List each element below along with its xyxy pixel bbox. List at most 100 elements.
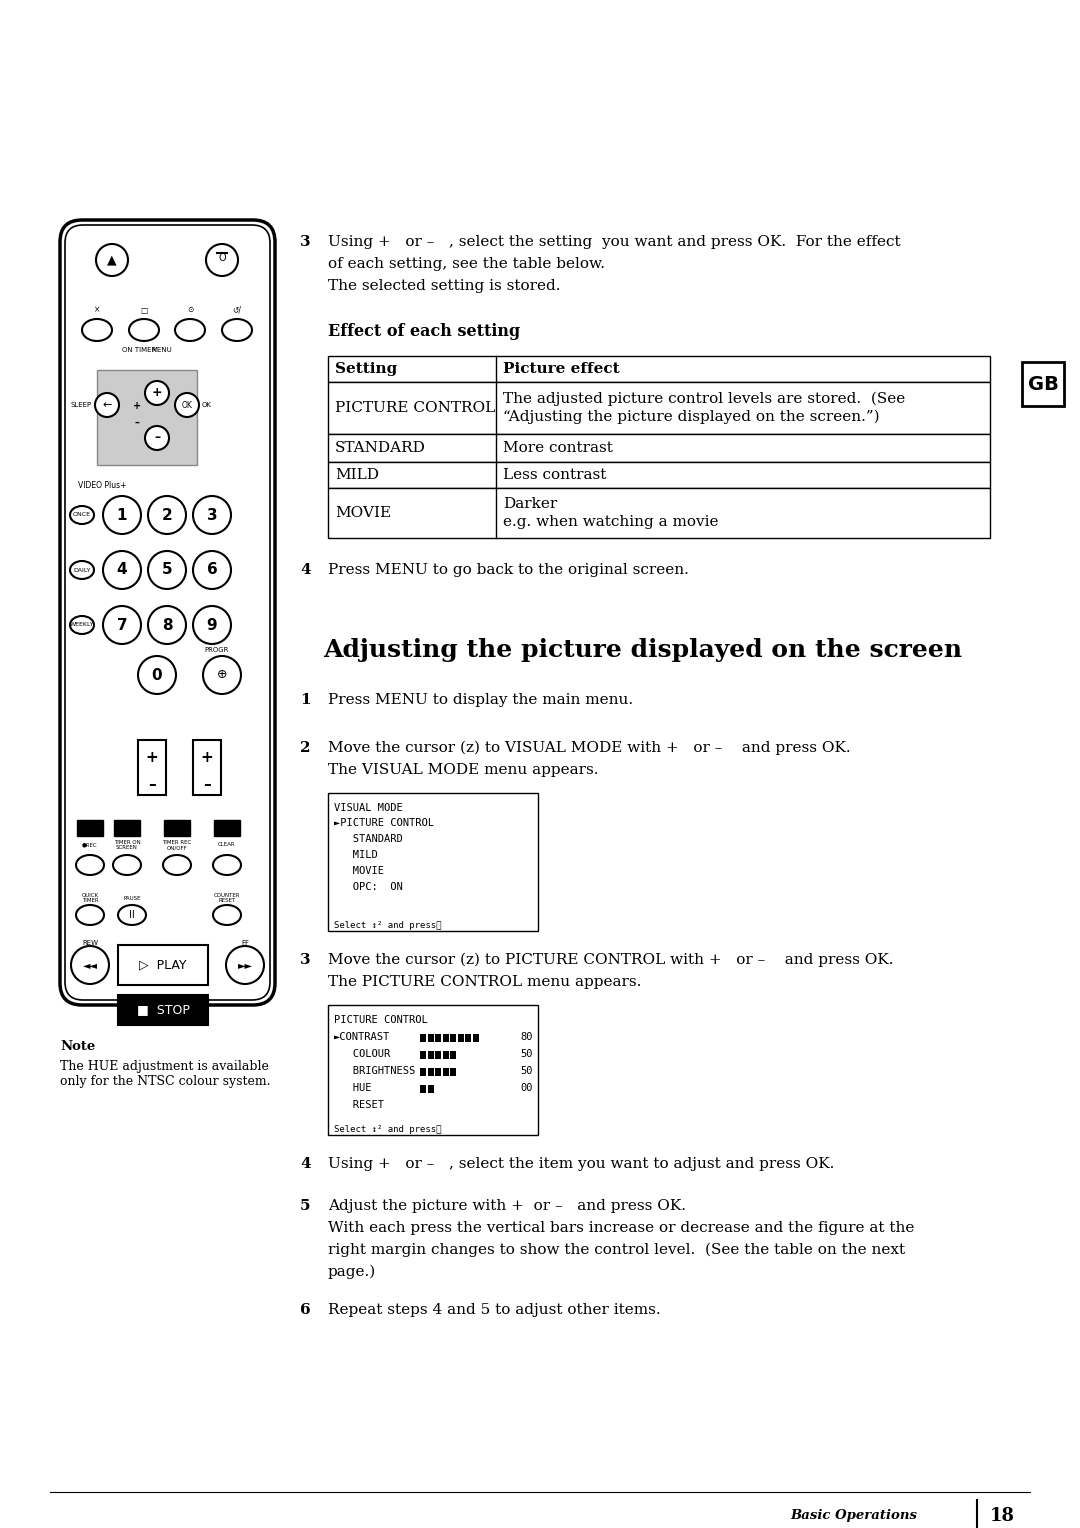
Text: 4: 4	[117, 562, 127, 578]
Text: 5: 5	[300, 1199, 311, 1213]
FancyBboxPatch shape	[65, 225, 270, 999]
Circle shape	[103, 497, 141, 533]
Text: GB: GB	[1027, 374, 1058, 394]
Ellipse shape	[70, 506, 94, 524]
Text: 1: 1	[117, 507, 127, 523]
Text: The adjusted picture control levels are stored.  (See: The adjusted picture control levels are …	[503, 391, 905, 406]
Bar	[118, 944, 208, 986]
Circle shape	[226, 946, 264, 984]
Text: CLEAR: CLEAR	[218, 842, 235, 848]
Text: ■  STOP: ■ STOP	[136, 1004, 189, 1016]
Text: ⊙: ⊙	[187, 306, 193, 315]
Text: Select ↕² and pressⓀ: Select ↕² and pressⓀ	[334, 1125, 442, 1134]
Text: SLEEP: SLEEP	[71, 402, 92, 408]
Bar	[443, 1051, 448, 1059]
Circle shape	[148, 552, 186, 588]
Text: Adjust the picture with +  or –   and press OK.: Adjust the picture with + or – and press…	[328, 1199, 686, 1213]
Text: 18: 18	[990, 1507, 1015, 1525]
Text: 00: 00	[519, 1083, 532, 1093]
Bar	[328, 382, 990, 434]
Text: QUICK
TIMER: QUICK TIMER	[81, 892, 98, 903]
Text: Press MENU to go back to the original screen.: Press MENU to go back to the original sc…	[328, 562, 689, 578]
Bar	[77, 821, 103, 836]
Text: 9: 9	[206, 617, 217, 633]
Text: Basic Operations: Basic Operations	[789, 1510, 917, 1522]
Bar	[328, 793, 538, 931]
Ellipse shape	[163, 856, 191, 876]
Bar	[458, 1034, 463, 1042]
Text: FF: FF	[241, 940, 249, 946]
Bar	[428, 1034, 433, 1042]
Text: MILD: MILD	[334, 850, 378, 860]
Text: II: II	[130, 911, 135, 920]
FancyBboxPatch shape	[60, 220, 275, 1005]
Text: –: –	[203, 778, 211, 793]
Text: 2: 2	[162, 507, 173, 523]
Text: 0: 0	[151, 668, 162, 683]
Text: Setting: Setting	[335, 362, 397, 376]
Text: 5: 5	[162, 562, 173, 578]
Circle shape	[206, 244, 238, 277]
Text: TIMER ON
SCREEN: TIMER ON SCREEN	[113, 839, 140, 851]
Bar	[473, 1034, 478, 1042]
Text: VISUAL MODE: VISUAL MODE	[334, 804, 403, 813]
Text: PICTURE CONTROL: PICTURE CONTROL	[334, 1015, 428, 1025]
Bar	[328, 434, 990, 461]
Circle shape	[203, 656, 241, 694]
Circle shape	[71, 946, 109, 984]
Text: 3: 3	[300, 953, 311, 967]
Bar	[1022, 362, 1064, 406]
Text: STANDARD: STANDARD	[335, 442, 426, 455]
Bar	[138, 740, 166, 795]
Ellipse shape	[129, 319, 159, 341]
Text: ▲: ▲	[107, 254, 117, 266]
Text: “Adjusting the picture displayed on the screen.”): “Adjusting the picture displayed on the …	[503, 410, 879, 425]
Text: ⊕: ⊕	[217, 669, 227, 681]
Text: HUE: HUE	[334, 1083, 372, 1093]
Text: The PICTURE CONTROL menu appears.: The PICTURE CONTROL menu appears.	[328, 975, 642, 989]
Text: BRIGHTNESS: BRIGHTNESS	[334, 1067, 415, 1076]
Text: ON TIMER: ON TIMER	[122, 347, 157, 353]
Text: 6: 6	[206, 562, 217, 578]
Circle shape	[103, 607, 141, 643]
Text: +: +	[151, 387, 162, 399]
Ellipse shape	[213, 856, 241, 876]
Text: right margin changes to show the control level.  (See the table on the next: right margin changes to show the control…	[328, 1242, 905, 1258]
Text: 2: 2	[300, 741, 311, 755]
Text: MOVIE: MOVIE	[335, 506, 391, 520]
Ellipse shape	[175, 319, 205, 341]
Text: Note: Note	[60, 1041, 95, 1053]
Text: OK: OK	[202, 402, 212, 408]
Bar	[428, 1085, 433, 1093]
Text: 50: 50	[519, 1067, 532, 1076]
Text: +: +	[146, 750, 159, 766]
Circle shape	[103, 552, 141, 588]
Text: ●REC: ●REC	[82, 842, 98, 848]
Text: REW: REW	[82, 940, 98, 946]
Text: The selected setting is stored.: The selected setting is stored.	[328, 280, 561, 293]
Bar	[465, 1034, 471, 1042]
Ellipse shape	[76, 856, 104, 876]
Text: Repeat steps 4 and 5 to adjust other items.: Repeat steps 4 and 5 to adjust other ite…	[328, 1303, 661, 1317]
Text: TIMER REC
ON/OFF: TIMER REC ON/OFF	[162, 839, 191, 851]
Bar	[450, 1051, 456, 1059]
Text: of each setting, see the table below.: of each setting, see the table below.	[328, 257, 605, 270]
Ellipse shape	[82, 319, 112, 341]
Text: ►►: ►►	[238, 960, 253, 970]
Text: 50: 50	[519, 1050, 532, 1059]
Text: 4: 4	[300, 562, 311, 578]
Text: COUNTER
RESET: COUNTER RESET	[214, 892, 240, 903]
Bar	[328, 1005, 538, 1135]
Text: Picture effect: Picture effect	[503, 362, 620, 376]
Bar	[193, 740, 221, 795]
Bar	[420, 1068, 426, 1076]
Bar	[118, 995, 208, 1025]
Bar	[328, 461, 990, 487]
Text: The VISUAL MODE menu appears.: The VISUAL MODE menu appears.	[328, 762, 598, 778]
Bar	[97, 370, 197, 465]
Text: Press MENU to display the main menu.: Press MENU to display the main menu.	[328, 694, 633, 707]
Text: WEEKLY: WEEKLY	[70, 622, 94, 628]
Circle shape	[193, 607, 231, 643]
Text: VIDEO Plus+: VIDEO Plus+	[78, 480, 126, 489]
Text: OK: OK	[181, 400, 192, 410]
